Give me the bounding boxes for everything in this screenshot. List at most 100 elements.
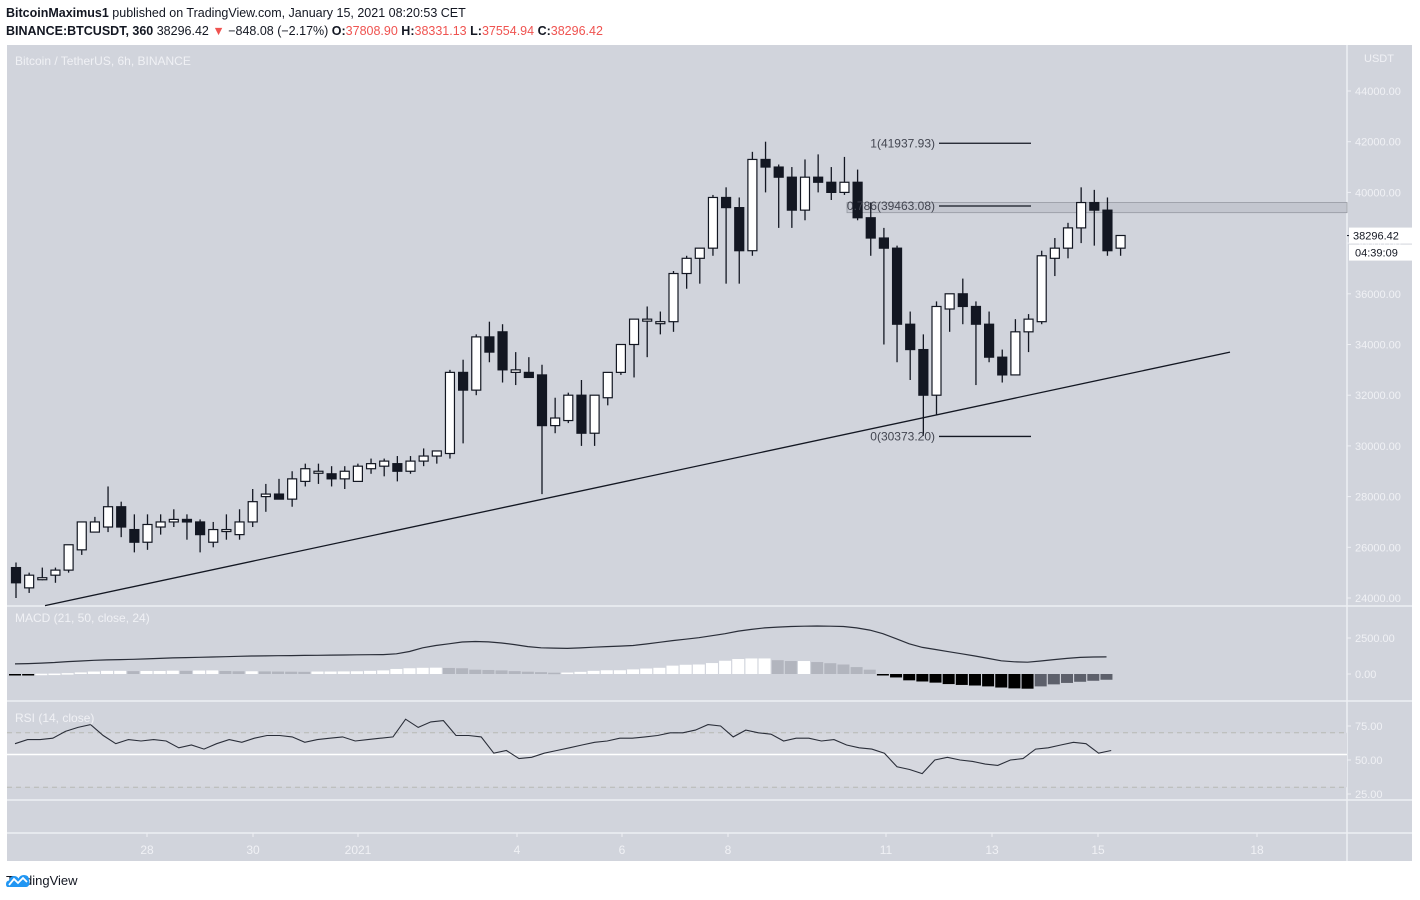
candle-up	[1076, 187, 1087, 244]
candle-body	[458, 371, 469, 391]
symbol-ohlc-line: BINANCE:BTCUSDT, 360 38296.42 ▼ −848.08 …	[6, 24, 603, 38]
macd-histogram-bar	[495, 670, 508, 674]
x-tick-label: 4	[514, 843, 521, 857]
candle-body	[826, 181, 837, 193]
candle-body	[484, 336, 495, 353]
candle-down	[891, 245, 903, 363]
macd-histogram-bar	[587, 670, 600, 674]
candle-body	[813, 176, 824, 183]
candle-up	[168, 509, 179, 528]
x-tick-label: 6	[619, 843, 626, 857]
macd-histogram-bar	[1021, 674, 1034, 689]
fib-level-label: 0.786(39463.08)	[847, 199, 935, 213]
macd-histogram-bar	[87, 671, 100, 674]
candle-body	[550, 417, 561, 427]
candle-body	[891, 247, 903, 325]
candle-down	[523, 357, 534, 379]
candle-down	[195, 519, 206, 553]
macd-histogram-bar	[666, 665, 679, 674]
candle-body	[195, 521, 206, 536]
macd-histogram-bar	[127, 671, 140, 674]
candle-up	[63, 544, 74, 573]
candle-body	[905, 323, 916, 351]
candle-down	[326, 466, 337, 487]
change-value: −848.08 (−2.17%)	[228, 24, 329, 38]
y-tick-label: 30000.00	[1355, 441, 1401, 453]
candle-body	[944, 293, 955, 310]
macd-histogram-bar	[811, 662, 824, 674]
candle-body	[247, 501, 258, 523]
rsi-tick-label: 75.00	[1355, 721, 1383, 733]
candle-up	[707, 194, 719, 256]
y-tick-label: 26000.00	[1355, 542, 1401, 554]
candle-up	[747, 151, 758, 256]
candle-body	[24, 574, 35, 589]
macd-histogram-bar	[22, 674, 35, 676]
macd-histogram-bar	[719, 660, 732, 674]
candle-down	[773, 164, 784, 228]
candle-down	[484, 321, 495, 363]
macd-histogram-bar	[1008, 674, 1021, 689]
candle-up	[931, 301, 942, 416]
tradingview-logo[interactable]: TradingView	[6, 873, 78, 888]
candle-body	[563, 394, 574, 422]
candle-body	[208, 528, 219, 543]
macd-histogram-bar	[1100, 674, 1113, 680]
macd-histogram-bar	[784, 661, 797, 674]
candle-body	[983, 323, 995, 358]
candle-down	[918, 334, 929, 436]
candle-up	[471, 334, 482, 396]
candle-body	[970, 305, 982, 325]
candle-body	[181, 518, 193, 523]
candle-body	[1049, 247, 1060, 259]
candle-body	[1089, 201, 1100, 211]
macd-histogram-bar	[206, 670, 219, 674]
macd-histogram-bar	[916, 674, 929, 682]
candle-body	[1115, 234, 1126, 249]
candle-body	[839, 181, 850, 193]
candle-body	[1062, 227, 1074, 249]
candle-body	[734, 207, 745, 252]
macd-histogram-bar	[745, 658, 758, 674]
candle-up	[313, 463, 324, 484]
publish-header: BitcoinMaximus1 published on TradingView…	[6, 4, 603, 40]
axis-currency: USDT	[1364, 53, 1394, 65]
candle-body	[852, 181, 863, 219]
candle-down	[957, 278, 968, 325]
candle-body	[655, 321, 666, 325]
candle-down	[720, 187, 732, 284]
candle-up	[1049, 238, 1060, 277]
macd-histogram-bar	[48, 673, 61, 676]
y-tick-label: 40000.00	[1355, 187, 1401, 199]
countdown-badge	[1349, 244, 1412, 261]
chart-canvas[interactable]: USDT 24000.00 26000.00 28000.00 30000.00 3200…	[7, 45, 1412, 861]
macd-histogram-bar	[272, 671, 284, 674]
y-tick-label: 36000.00	[1355, 289, 1401, 301]
candle-body	[773, 166, 784, 178]
candle-up	[365, 458, 377, 474]
macd-histogram-bar	[35, 673, 48, 676]
macd-histogram-bar	[640, 668, 653, 674]
low-value: 37554.94	[481, 24, 535, 38]
candle-body	[602, 371, 613, 399]
x-tick-label: 13	[985, 843, 999, 857]
macd-histogram-bar	[232, 671, 245, 674]
publisher-name[interactable]: BitcoinMaximus1	[6, 6, 109, 20]
macd-histogram-bar	[324, 671, 337, 674]
candle-down	[852, 169, 863, 221]
macd-histogram-bar	[771, 660, 784, 674]
candle-body	[379, 460, 390, 467]
candle-up	[142, 514, 153, 550]
candle-body	[865, 217, 876, 239]
macd-histogram-bar	[705, 663, 718, 674]
macd-histogram-bar	[679, 664, 692, 674]
macd-histogram-bar	[140, 670, 153, 674]
macd-histogram-bar	[285, 671, 298, 674]
candle-up	[50, 567, 61, 583]
chart-container[interactable]: USDT 24000.00 26000.00 28000.00 30000.00 3200…	[7, 45, 1412, 861]
candle-body	[116, 506, 127, 528]
candle-down	[497, 324, 508, 383]
candle-down	[536, 364, 548, 495]
macd-histogram-bar	[692, 664, 705, 674]
candle-body	[339, 470, 350, 480]
